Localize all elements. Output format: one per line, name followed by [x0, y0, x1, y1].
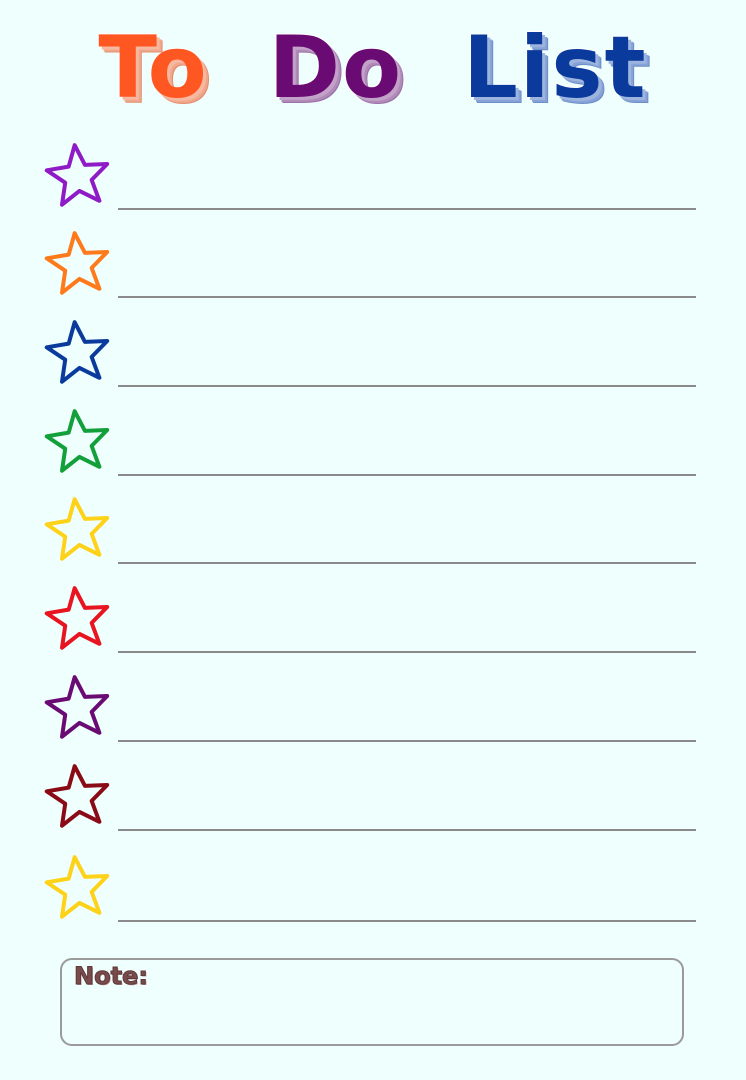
write-line: [118, 740, 696, 742]
write-line: [118, 296, 696, 298]
list-item[interactable]: [44, 228, 704, 308]
note-label: Note:: [74, 962, 149, 991]
star-icon: [44, 320, 110, 384]
write-line: [118, 208, 696, 210]
star-icon: [44, 409, 110, 473]
list-item[interactable]: [44, 317, 704, 397]
list-item[interactable]: [44, 406, 704, 486]
star-icon: [44, 855, 110, 919]
title-word-list: List: [462, 17, 648, 119]
list-item[interactable]: [44, 852, 704, 932]
star-icon: [44, 497, 110, 561]
write-line: [118, 562, 696, 564]
star-icon: [44, 675, 110, 739]
list-item[interactable]: [44, 494, 704, 574]
note-box[interactable]: Note:: [60, 958, 684, 1046]
write-line: [118, 920, 696, 922]
star-icon: [44, 231, 110, 295]
list-item[interactable]: [44, 583, 704, 663]
title-word-to: To: [97, 17, 209, 119]
star-icon: [44, 764, 110, 828]
page-title: To Do List: [0, 17, 746, 119]
title-word-do: Do: [268, 17, 404, 119]
list-item[interactable]: [44, 140, 704, 220]
write-line: [118, 385, 696, 387]
list-item[interactable]: [44, 761, 704, 841]
write-line: [118, 829, 696, 831]
star-icon: [44, 143, 110, 207]
list-item[interactable]: [44, 672, 704, 752]
write-line: [118, 474, 696, 476]
star-icon: [44, 586, 110, 650]
write-line: [118, 651, 696, 653]
